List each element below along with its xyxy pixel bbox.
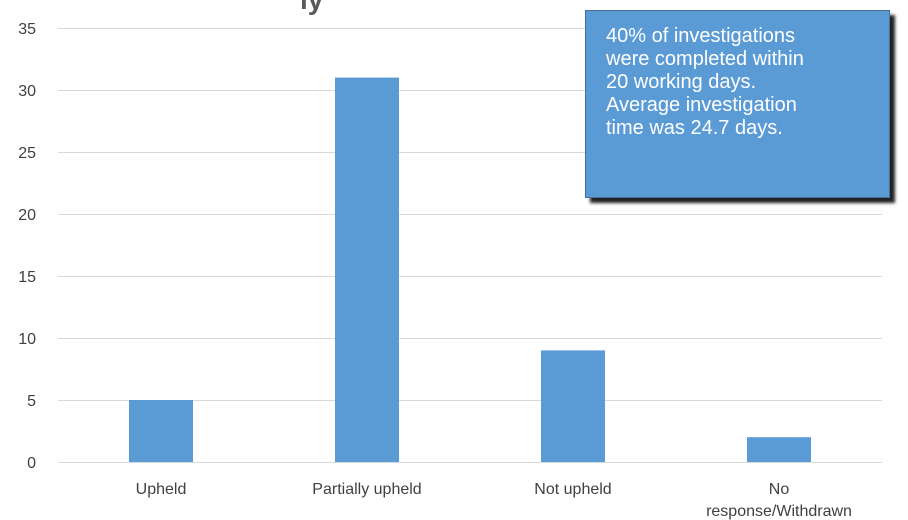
y-axis-tick-labels: 0 5 10 15 20 25 30 35 xyxy=(18,21,36,472)
callout-line-3: 20 working days. xyxy=(606,71,757,93)
chart-title-text: ly xyxy=(300,0,323,16)
callout-line-2: were completed within xyxy=(606,48,804,70)
y-tick-label-20: 20 xyxy=(18,207,36,224)
y-tick-label-35: 35 xyxy=(18,21,36,38)
x-axis-category-labels: Upheld Partially upheld Not upheld No respon… xyxy=(136,481,852,520)
y-tick-label-30: 30 xyxy=(18,83,36,100)
callout-line-4: Average investigation xyxy=(606,94,797,116)
y-tick-label-10: 10 xyxy=(18,331,36,348)
callout-line-1: 40% of investigations xyxy=(606,25,796,47)
bar-no-response-withdrawn xyxy=(747,437,811,462)
bar-upheld xyxy=(129,400,193,462)
summary-callout-box: 40% of investigations were completed wit… xyxy=(585,10,890,198)
callout-line-5: time was 24.7 days. xyxy=(606,117,783,139)
x-category-label-4: No response/Withdrawn xyxy=(706,481,852,520)
bar-not-upheld xyxy=(541,350,605,462)
x-category-label-3: Not upheld xyxy=(534,481,611,498)
y-tick-label-15: 15 xyxy=(18,269,36,286)
chart-title-fragment: ly xyxy=(300,0,600,16)
bars xyxy=(129,77,811,462)
x-category-label-1: Upheld xyxy=(136,481,187,498)
y-tick-label-25: 25 xyxy=(18,145,36,162)
x-category-label-2: Partially upheld xyxy=(312,481,421,498)
bar-partially-upheld xyxy=(335,77,399,462)
y-tick-label-0: 0 xyxy=(27,455,36,472)
y-tick-label-5: 5 xyxy=(27,393,36,410)
